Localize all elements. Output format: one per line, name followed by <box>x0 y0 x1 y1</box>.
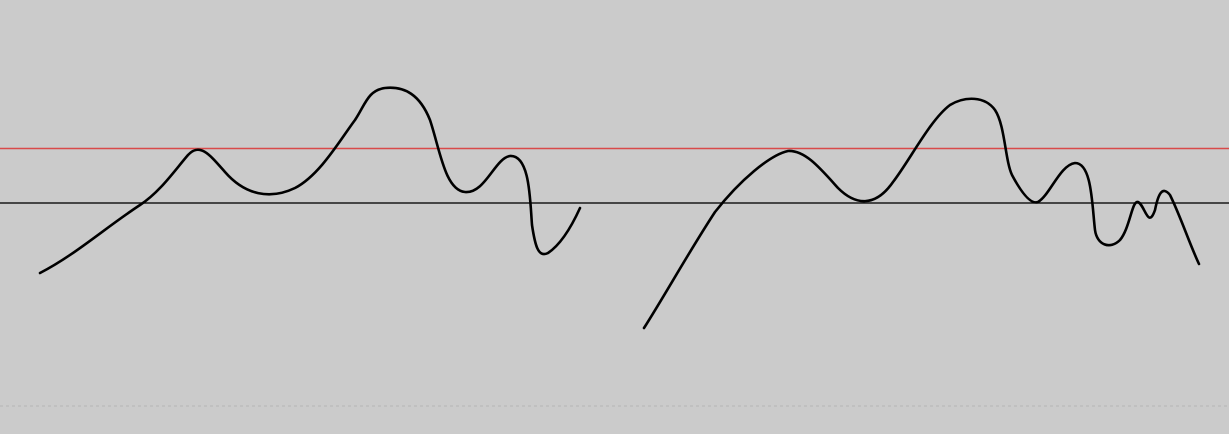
handwritten-stroke-2 <box>642 97 1201 330</box>
handwritten-stroke-1 <box>38 86 582 275</box>
